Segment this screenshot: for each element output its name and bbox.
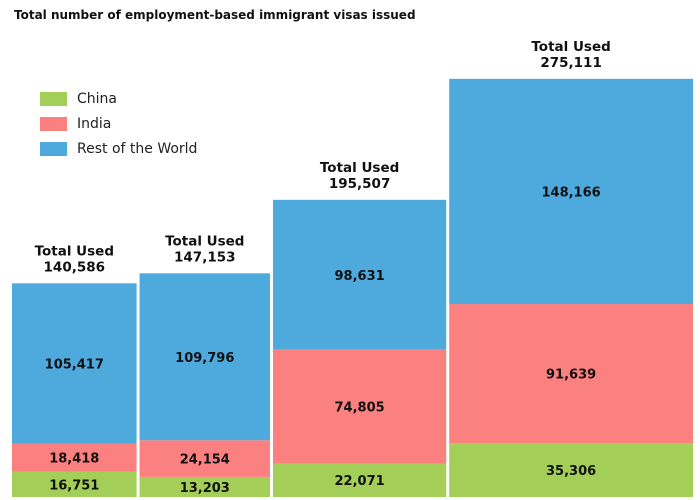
bar-china-4: [449, 443, 693, 497]
data-label-china-3: 22,071: [335, 474, 385, 489]
data-label-china-1: 16,751: [49, 478, 99, 493]
total-label-title-3: Total Used: [320, 160, 399, 176]
data-label-rest-of-world-4: 148,166: [541, 185, 600, 200]
data-label-india-2: 24,154: [180, 453, 230, 468]
legend-item-rest-of-world: Rest of the World: [40, 136, 197, 161]
total-label-value-4: 275,111: [540, 55, 602, 71]
data-label-india-3: 74,805: [335, 401, 385, 416]
total-label-value-2: 147,153: [174, 249, 236, 265]
data-label-rest-of-world-1: 105,417: [45, 357, 104, 372]
legend-swatch-india: [40, 116, 67, 131]
legend-swatch-china: [40, 91, 67, 106]
legend: China India Rest of the World: [40, 86, 197, 161]
legend-label-rest-of-world: Rest of the World: [77, 140, 198, 157]
bar-rest-of-world-2: [139, 273, 270, 441]
data-label-india-1: 18,418: [49, 452, 99, 467]
data-label-rest-of-world-2: 109,796: [175, 351, 234, 366]
bar-rest-of-world-4: [449, 78, 693, 305]
total-label-title-1: Total Used: [35, 243, 114, 259]
bar-rest-of-world-1: [12, 283, 137, 444]
total-label-title-2: Total Used: [165, 233, 244, 249]
bar-china-1: [12, 471, 137, 497]
bar-china-2: [139, 476, 270, 497]
legend-item-india: India: [40, 111, 197, 136]
legend-swatch-rest-of-world: [40, 141, 67, 156]
total-label-value-1: 140,586: [44, 259, 106, 275]
legend-label-china: China: [77, 90, 117, 107]
data-label-india-4: 91,639: [546, 368, 596, 383]
bar-india-3: [272, 349, 447, 464]
total-label-value-3: 195,507: [329, 176, 391, 192]
bar-china-3: [272, 463, 447, 497]
bar-rest-of-world-3: [272, 199, 447, 350]
legend-label-india: India: [77, 115, 112, 132]
chart-title: Total number of employment-based immigra…: [14, 8, 416, 22]
data-label-china-4: 35,306: [546, 464, 596, 479]
bar-india-4: [449, 304, 693, 444]
data-label-rest-of-world-3: 98,631: [335, 269, 385, 284]
bar-india-2: [139, 440, 270, 477]
data-label-china-2: 13,203: [180, 481, 230, 496]
legend-item-china: China: [40, 86, 197, 111]
total-label-title-4: Total Used: [531, 39, 610, 55]
bar-india-1: [12, 443, 137, 472]
